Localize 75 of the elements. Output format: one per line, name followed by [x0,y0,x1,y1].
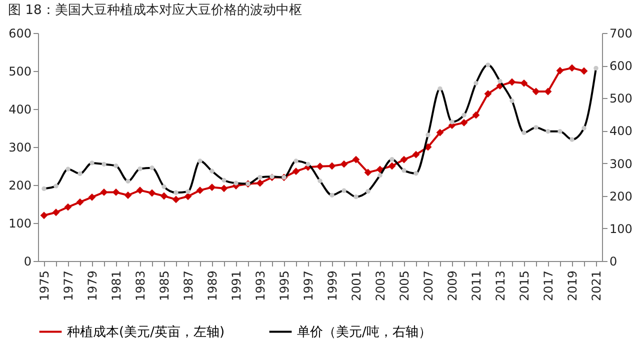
y2-tick-label: 700 [610,26,632,40]
y-tick-label: 100 [8,216,32,230]
point [316,162,324,170]
point [136,186,144,194]
y-tick-label: 600 [8,26,32,40]
y2-tick-label: 0 [610,254,618,268]
point [196,186,204,194]
point [148,189,156,197]
point [472,111,480,119]
y-tick-label: 500 [8,64,32,78]
x-tick-label: 2021 [590,270,604,302]
x-tick-label: 1999 [326,270,340,302]
point [580,67,588,75]
point [256,179,264,187]
x-tick-label: 1991 [230,270,244,302]
point [160,192,168,200]
x-tick-label: 1981 [110,270,124,302]
point [460,118,468,126]
point [556,66,564,74]
point [544,88,552,96]
point [52,208,60,216]
x-tick-label: 2019 [566,270,580,302]
point [220,184,228,192]
point [520,79,528,87]
x-tick-label: 1995 [278,270,292,302]
point [436,128,444,136]
chart-title: 图 18：美国大豆种植成本对应大豆价格的波动中枢 [8,2,302,18]
x-tick-label: 1987 [182,270,196,302]
y-tick-label: 200 [8,178,32,192]
point [388,162,396,170]
point [484,90,492,98]
y2-tick-label: 300 [610,156,632,171]
x-tick-label: 2005 [398,270,412,302]
y2-tick-label: 400 [610,124,632,138]
x-tick-label: 2015 [518,270,532,302]
point [172,196,180,204]
y-tick-label: 400 [8,102,32,116]
point [88,193,96,201]
point [532,88,540,96]
y-tick-label: 300 [8,140,32,154]
point [328,162,336,170]
x-tick-label: 1997 [302,270,316,302]
y2-tick-label: 100 [610,222,632,236]
legend-label: 单价（美元/吨，右轴） [297,324,432,340]
x-tick-label: 1989 [206,270,220,302]
y2-tick-label: 200 [610,189,632,204]
point [292,168,300,176]
x-tick-label: 1979 [86,270,100,302]
point [184,192,192,200]
x-tick-label: 1985 [158,270,172,302]
x-tick-label: 2007 [422,270,436,302]
x-tick-label: 2003 [374,270,388,302]
point [40,212,48,220]
x-tick-label: 1993 [254,270,268,302]
point [508,78,516,86]
point [76,198,84,206]
x-tick-label: 1975 [38,270,52,302]
legend-label: 种植成本(美元/英亩，左轴) [67,324,225,340]
y2-tick-label: 600 [610,59,632,74]
x-tick-label: 2013 [494,270,508,302]
y-tick-label: 0 [24,254,32,268]
x-tick-label: 2011 [470,270,484,302]
point [352,156,360,164]
x-tick-label: 1983 [134,270,148,302]
x-tick-label: 2017 [542,270,556,302]
point [400,156,408,164]
point [412,150,420,158]
point [340,160,348,168]
x-tick-label: 1977 [62,270,76,302]
y2-tick-label: 500 [610,92,632,106]
x-tick-label: 2001 [350,270,364,302]
point [64,203,72,211]
x-tick-label: 2009 [446,270,460,302]
point [364,168,372,176]
point [568,64,576,72]
